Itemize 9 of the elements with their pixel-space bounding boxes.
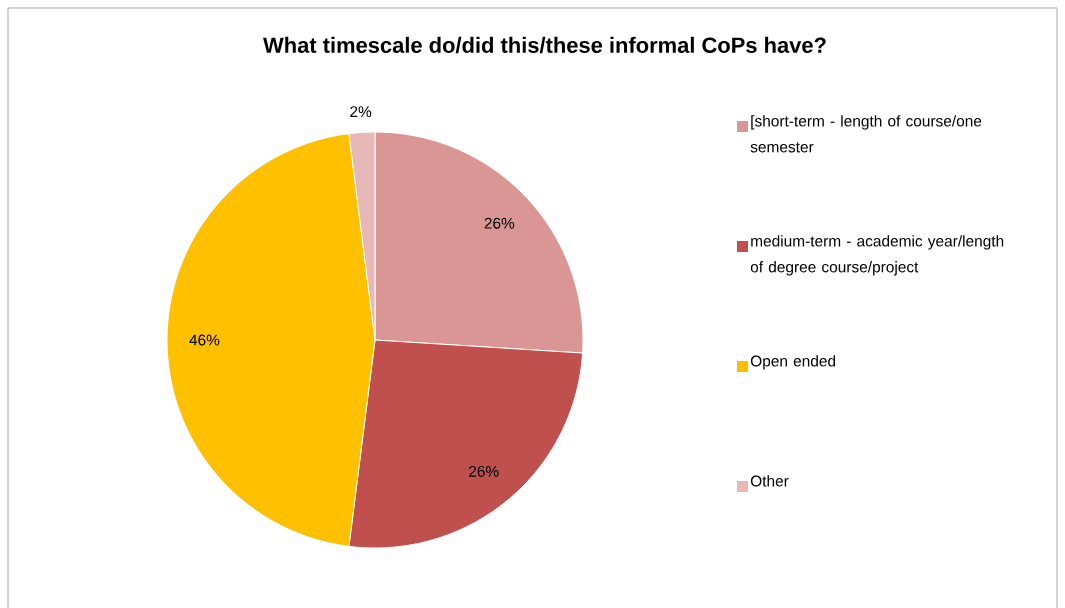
chart-title: What timescale do/did this/these informal CoPs have? bbox=[263, 36, 826, 54]
legend-label: medium-term - academic year/length of degree course/project bbox=[750, 235, 1004, 276]
data-label: 26% bbox=[469, 465, 499, 477]
data-label: 46% bbox=[189, 334, 220, 346]
legend-label: Other bbox=[750, 475, 789, 487]
legend-label: Open ended bbox=[750, 355, 836, 370]
legend-label: [short-term - length of course/one semester bbox=[750, 115, 982, 153]
data-label: 2% bbox=[350, 106, 372, 118]
data-label: 26% bbox=[484, 217, 515, 229]
